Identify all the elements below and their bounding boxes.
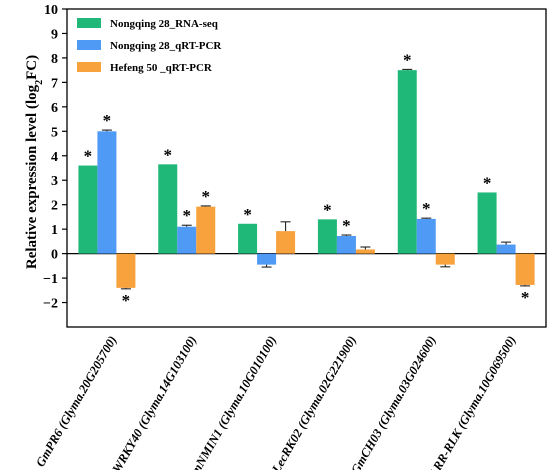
bar [238, 223, 258, 254]
bar [257, 253, 277, 265]
bar [276, 231, 296, 254]
y-tick-label: 9 [51, 27, 58, 42]
bar [496, 244, 516, 254]
significance-marker: * [202, 187, 211, 206]
axes: −2 −1 0 1 2 3 4 5 6 7 8 9 10 [43, 3, 547, 328]
plot-frame [66, 8, 547, 328]
significance-marker: * [521, 288, 530, 307]
significance-marker: * [323, 200, 332, 219]
bar [158, 164, 178, 254]
y-tick-label: 6 [51, 101, 58, 116]
bar [435, 253, 455, 265]
y-axis-title-main: Relative expression level (log [24, 84, 40, 269]
y-axis-title: Relative expression level (log2FC) [24, 55, 45, 269]
legend-swatch [77, 18, 101, 28]
bar [515, 253, 535, 285]
category-label: GmPR6 (Glyma.20G205700) [33, 334, 119, 470]
significance-marker: * [483, 173, 492, 192]
legend: Nongqing 28_RNA-seq Nongqing 28_qRT-PCR He… [77, 18, 222, 74]
y-axis-title-tail: FC) [24, 55, 40, 80]
y-tick-label: 5 [51, 125, 58, 140]
y-tick-label: 0 [51, 248, 58, 263]
significance-marker: * [342, 216, 351, 235]
y-axis-title-sub: 2 [34, 80, 45, 85]
significance-marker: * [243, 205, 252, 224]
legend-label: Nongqing 28_qRT-PCR [110, 40, 222, 52]
y-tick-label: −1 [43, 272, 58, 287]
bar [317, 219, 337, 254]
y-tick-label: 4 [51, 150, 58, 165]
significance-marker: * [183, 206, 192, 225]
y-tick-label: 2 [51, 199, 58, 214]
y-tick-label: 7 [51, 76, 58, 91]
category-labels: GmPR6 (Glyma.20G205700)GmWRKY40 (Glyma.1… [33, 333, 519, 475]
bar [355, 249, 375, 254]
significance-marker: * [403, 50, 412, 69]
category-label: GmLRR-RLK (Glyma.10G069500) [417, 334, 519, 471]
legend-label: Nongqing 28_RNA-seq [110, 18, 219, 30]
y-tick-label: −2 [43, 297, 58, 312]
bar [97, 131, 117, 254]
bar [336, 236, 356, 254]
y-tick-label: 3 [51, 174, 58, 189]
significance-marker: * [84, 147, 93, 166]
legend-label: Hefeng 50 _qRT-PCR [110, 62, 213, 74]
bar [196, 206, 216, 254]
bars: * * * * * * * * * * * * * [78, 50, 535, 310]
legend-swatch [77, 40, 101, 50]
significance-marker: * [422, 199, 431, 218]
y-tick-label: 8 [51, 52, 58, 67]
bar [416, 218, 436, 254]
y-tick-label: 1 [51, 223, 58, 238]
category-label: GmCH03 (Glyma.03G024600) [348, 334, 439, 471]
legend-swatch [77, 62, 101, 72]
bar [116, 253, 136, 288]
y-tick-label: 10 [44, 3, 58, 18]
significance-marker: * [164, 145, 173, 164]
significance-marker: * [103, 111, 112, 130]
category-label: GmLecRK02 (Glyma.02G221900) [260, 333, 359, 470]
bar [177, 226, 197, 254]
significance-marker: * [122, 291, 131, 310]
category-label: GmWRKY40 (Glyma.14G103100) [100, 334, 199, 471]
bar [397, 70, 417, 254]
bar [477, 192, 497, 254]
category-label: GmNMIN1 (Glyma.10G010100) [184, 334, 279, 471]
bar [78, 165, 98, 254]
